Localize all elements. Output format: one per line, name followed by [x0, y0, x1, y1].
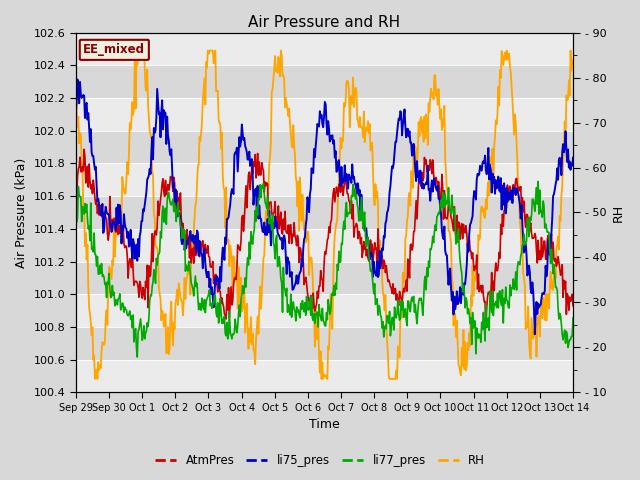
- Bar: [76, 98, 573, 131]
- Y-axis label: RH: RH: [612, 204, 625, 222]
- Title: Air Pressure and RH: Air Pressure and RH: [248, 15, 401, 30]
- Legend: AtmPres, li75_pres, li77_pres, RH: AtmPres, li75_pres, li77_pres, RH: [150, 449, 490, 472]
- Bar: [76, 294, 573, 327]
- Bar: [76, 360, 573, 393]
- Y-axis label: Air Pressure (kPa): Air Pressure (kPa): [15, 157, 28, 268]
- Text: EE_mixed: EE_mixed: [83, 43, 145, 56]
- X-axis label: Time: Time: [309, 419, 340, 432]
- Bar: [76, 33, 573, 65]
- Bar: [76, 163, 573, 196]
- Bar: [76, 229, 573, 262]
